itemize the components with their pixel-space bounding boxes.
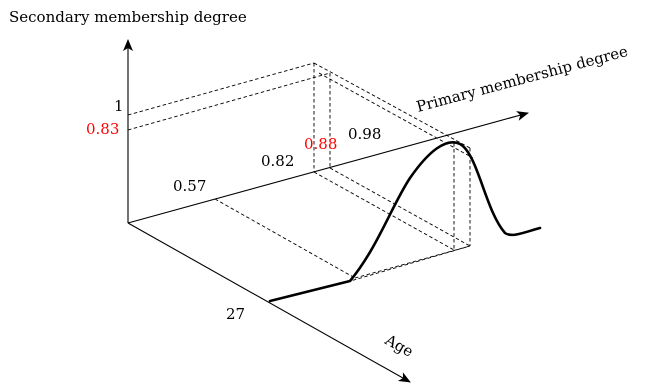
primary-axis — [127, 111, 529, 224]
age-axis — [127, 222, 411, 383]
guide-line — [318, 72, 474, 159]
guide-line — [329, 167, 471, 247]
primary-degree-088-label: 0.88 — [304, 135, 337, 153]
guide-line — [214, 198, 356, 279]
age-27-label: 27 — [226, 305, 245, 323]
guide-line — [127, 62, 315, 116]
secondary-axis-title: Secondary membership degree — [9, 8, 247, 26]
guide-line — [313, 171, 455, 251]
guide-line — [127, 72, 331, 131]
primary-degree-098-label: 0.98 — [348, 125, 381, 143]
primary-degree-082-label: 0.82 — [261, 152, 294, 170]
guide-line — [346, 245, 471, 283]
primary-axis-title: Primary membership degree — [414, 42, 629, 116]
secondary-degree-083-label: 0.83 — [86, 120, 119, 138]
membership-curve — [268, 141, 542, 303]
secondary-degree-1-label: 1 — [114, 97, 124, 115]
age-axis-title: Age — [381, 330, 416, 360]
primary-degree-057-label: 0.57 — [173, 177, 206, 195]
